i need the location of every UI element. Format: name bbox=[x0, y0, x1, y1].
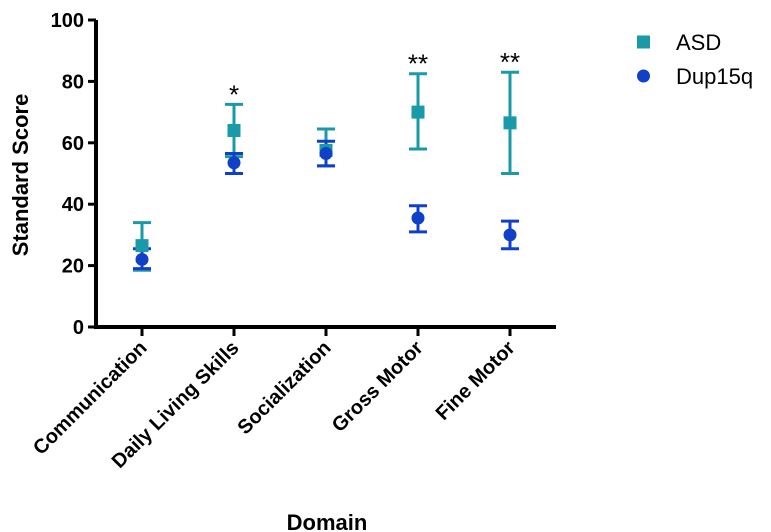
significance-marks: *** ** bbox=[229, 47, 520, 109]
legend-label: Dup15q bbox=[676, 64, 753, 89]
dup15q-point bbox=[319, 147, 333, 161]
data-markers bbox=[135, 105, 517, 266]
x-axis-title: Domain bbox=[287, 510, 368, 532]
asd-point bbox=[227, 124, 241, 138]
dup15q-point bbox=[227, 156, 241, 170]
legend-label: ASD bbox=[676, 30, 721, 55]
legend-circle-icon bbox=[637, 69, 650, 83]
y-tick-label: 40 bbox=[62, 194, 84, 216]
legend-item: ASD bbox=[637, 30, 721, 55]
axes bbox=[94, 20, 556, 329]
legend: ASD Dup15q bbox=[637, 30, 753, 89]
asd-point bbox=[411, 105, 425, 119]
dup15q-point bbox=[503, 228, 517, 242]
x-tick-label: Fine Motor bbox=[432, 337, 520, 425]
significance-mark: ** bbox=[500, 47, 520, 77]
significance-mark: ** bbox=[408, 49, 428, 79]
asd-point bbox=[135, 239, 149, 253]
y-tick-label: 60 bbox=[62, 133, 84, 155]
y-tick-label: 0 bbox=[73, 317, 84, 339]
legend-square-icon bbox=[637, 35, 650, 49]
y-axis-title: Standard Score bbox=[8, 94, 33, 257]
y-tick-label: 20 bbox=[62, 256, 84, 278]
x-tick-label: Gross Motor bbox=[328, 337, 428, 437]
y-tick-label: 100 bbox=[51, 10, 84, 32]
dup15q-point bbox=[135, 252, 149, 266]
dup15q-point bbox=[411, 211, 425, 225]
y-ticks: 0 20 40 60 80 100 bbox=[51, 10, 96, 339]
legend-item: Dup15q bbox=[637, 64, 753, 89]
error-bars bbox=[133, 70, 519, 272]
x-tick-label: Socialization bbox=[234, 337, 336, 439]
y-tick-label: 80 bbox=[62, 71, 84, 93]
asd-point bbox=[503, 116, 517, 130]
significance-mark: * bbox=[229, 79, 239, 109]
